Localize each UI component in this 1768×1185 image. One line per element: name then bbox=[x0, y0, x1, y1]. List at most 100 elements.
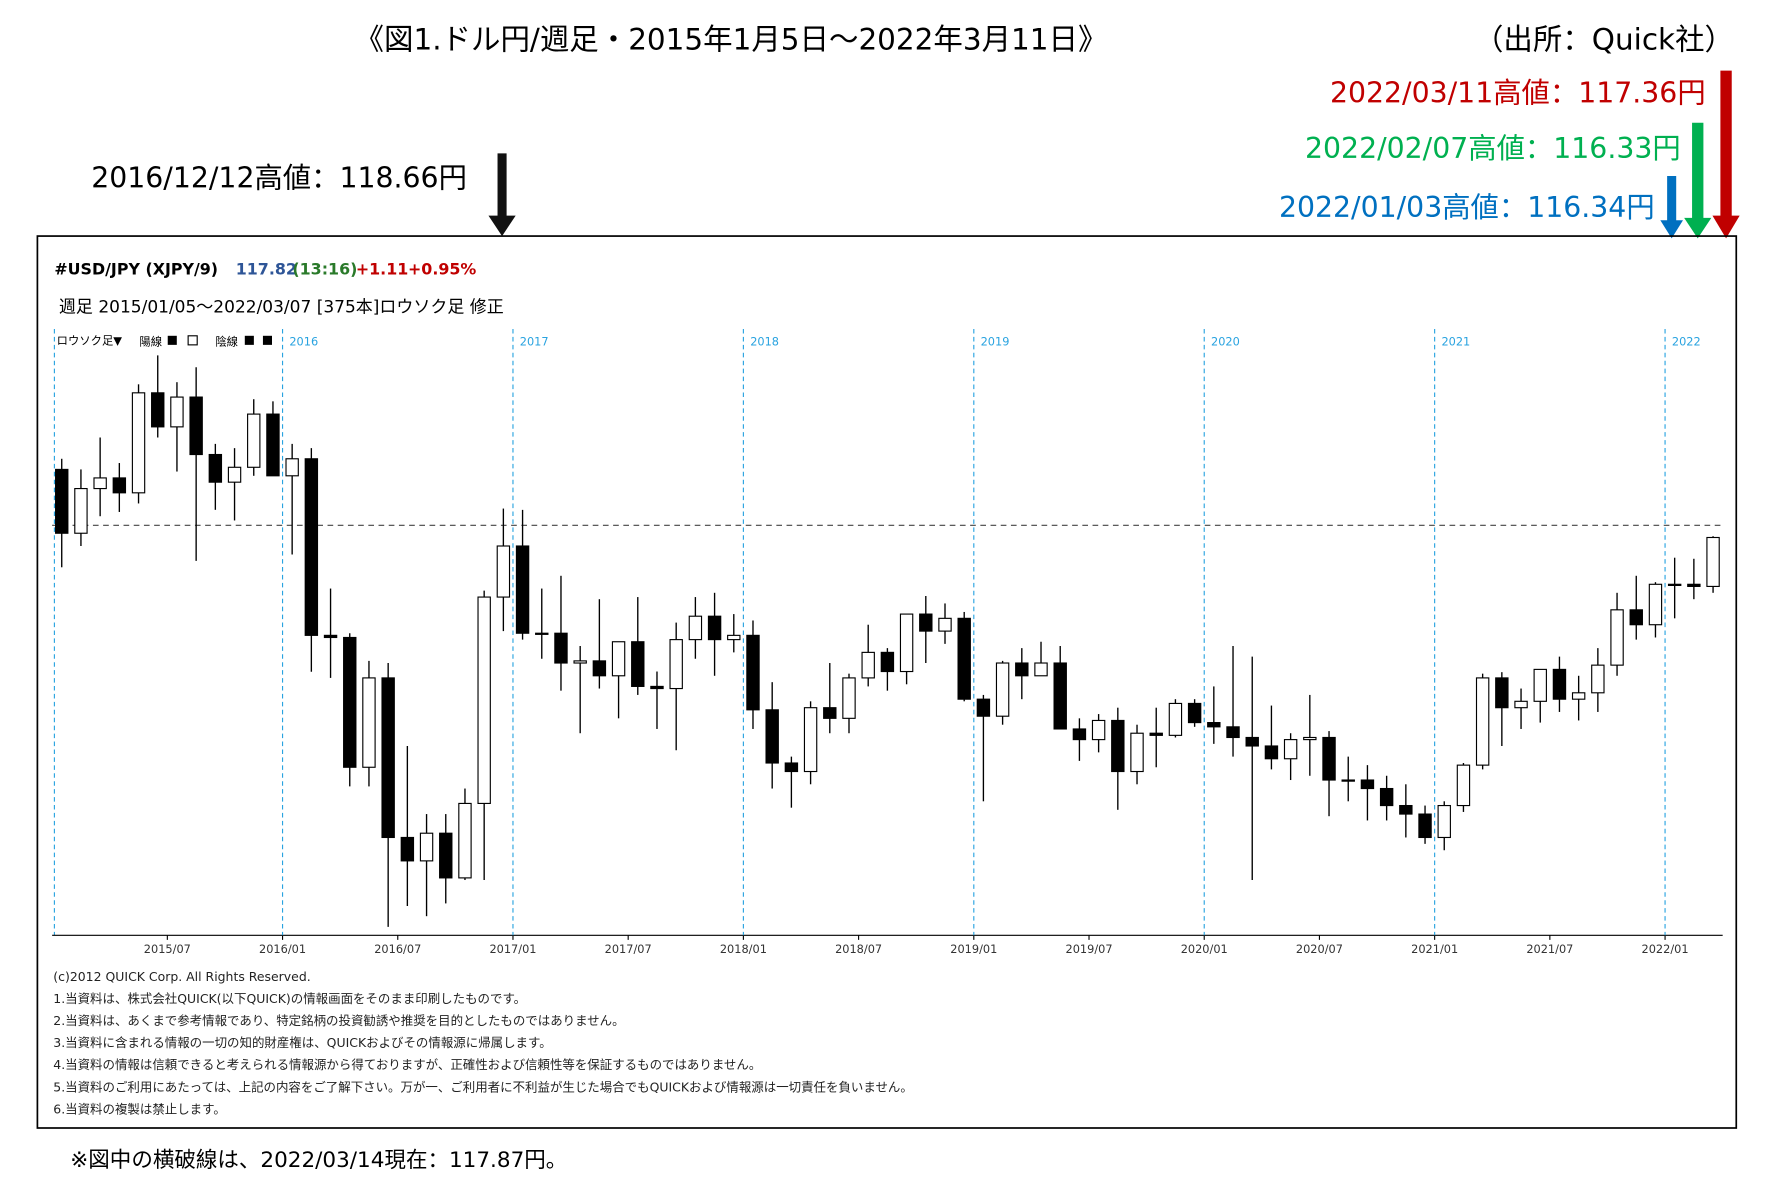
candle-body bbox=[400, 836, 415, 862]
candle-body bbox=[1456, 764, 1471, 807]
candle-body bbox=[208, 453, 223, 483]
candle-body bbox=[1130, 732, 1144, 773]
candle-body bbox=[842, 677, 856, 719]
candle-body bbox=[573, 660, 587, 664]
candle-body bbox=[1091, 719, 1106, 741]
candle-body bbox=[938, 617, 952, 632]
candle-body bbox=[343, 636, 357, 768]
candle-body bbox=[496, 545, 511, 598]
candle-body bbox=[631, 641, 645, 687]
candle-body bbox=[823, 707, 837, 719]
candle-body bbox=[1360, 779, 1375, 790]
x-tick-label: 2018/07 bbox=[835, 942, 882, 956]
candle-body bbox=[707, 615, 722, 641]
candle-body bbox=[861, 651, 875, 679]
candle-body bbox=[285, 458, 299, 477]
candle-body bbox=[112, 477, 127, 494]
last-price: 117.82 bbox=[236, 260, 297, 279]
legend-item: 陰線 bbox=[215, 335, 238, 349]
candle-body bbox=[880, 651, 895, 673]
candle-body bbox=[1207, 722, 1221, 728]
footer-line: 2.当資料は、あくまで参考情報であり、特定銘柄の投資勧誘や推奨を目的としたもので… bbox=[53, 1013, 624, 1028]
candle-body bbox=[957, 617, 971, 700]
footer-line: 4.当資料の情報は信頼できると考えられる情報源から得ておりますが、正確性および信… bbox=[53, 1057, 761, 1072]
x-tick-label: 2017/01 bbox=[489, 942, 536, 956]
year-label: 2021 bbox=[1441, 335, 1470, 349]
title: 《図1.ドル円/週足・2015年1月5日～2022年3月11日》 bbox=[355, 23, 1108, 57]
x-tick-label: 2022/01 bbox=[1642, 942, 1689, 956]
candle-body bbox=[458, 802, 472, 879]
legend-swatch bbox=[187, 335, 198, 346]
candle-body bbox=[1168, 702, 1183, 736]
candle-body bbox=[1475, 677, 1490, 766]
candle-body bbox=[1245, 736, 1259, 747]
candle-body bbox=[131, 392, 146, 494]
candle-body bbox=[1495, 677, 1509, 709]
candle-body bbox=[1552, 668, 1567, 700]
year-label: 2018 bbox=[750, 335, 779, 349]
candle-body bbox=[93, 477, 107, 490]
candle-body bbox=[1053, 662, 1067, 730]
arrow bbox=[1684, 122, 1712, 239]
candle-body bbox=[1591, 664, 1605, 694]
candle-body bbox=[1687, 583, 1701, 587]
candle-body bbox=[170, 396, 184, 428]
candle-body bbox=[74, 487, 88, 534]
candle-body bbox=[727, 634, 741, 641]
arrow bbox=[488, 153, 516, 237]
annotation: 2022/02/07高値：116.33円 bbox=[1305, 132, 1681, 165]
x-tick-label: 2015/07 bbox=[144, 942, 191, 956]
candle-body bbox=[189, 396, 203, 456]
x-tick-label: 2017/07 bbox=[605, 942, 652, 956]
year-label: 2020 bbox=[1211, 335, 1240, 349]
candle-body bbox=[1034, 662, 1048, 677]
candle-body bbox=[1322, 736, 1336, 781]
candle-body bbox=[976, 698, 991, 717]
candle-body bbox=[266, 413, 280, 477]
candle-body bbox=[803, 707, 818, 773]
candle-body bbox=[1629, 609, 1643, 626]
x-tick-label: 2021/01 bbox=[1411, 942, 1458, 956]
note: ※図中の横破線は、2022/03/14現在：117.87円。 bbox=[70, 1148, 567, 1173]
candle-body bbox=[477, 596, 491, 804]
candle-body bbox=[1610, 609, 1624, 666]
candle-body bbox=[55, 468, 69, 534]
x-tick-label: 2021/07 bbox=[1526, 942, 1573, 956]
candle-body bbox=[419, 832, 434, 862]
candle-body bbox=[899, 613, 914, 673]
candle-body bbox=[669, 639, 683, 690]
candle-body bbox=[765, 709, 779, 764]
legend-swatch bbox=[167, 335, 177, 345]
x-tick-label: 2016/01 bbox=[259, 942, 306, 956]
candle-body bbox=[554, 632, 568, 664]
candle-body bbox=[381, 677, 395, 839]
arrow bbox=[1660, 176, 1683, 239]
candle-body bbox=[611, 641, 626, 677]
candle-body bbox=[1418, 813, 1432, 839]
annotation: 2022/01/03高値：116.34円 bbox=[1279, 191, 1655, 224]
candle-body bbox=[1514, 700, 1528, 709]
candle-body bbox=[1437, 804, 1451, 839]
candle-body bbox=[1303, 736, 1317, 741]
subtitle: 週足 2015/01/05～2022/03/07 [375本]ロウソク足 修正 bbox=[59, 297, 504, 317]
candle-body bbox=[919, 613, 933, 632]
x-tick-label: 2019/07 bbox=[1065, 942, 1112, 956]
x-tick-label: 2018/01 bbox=[720, 942, 767, 956]
candle-body bbox=[1379, 787, 1394, 807]
candle-body bbox=[650, 685, 664, 690]
annotation: 2016/12/12高値：118.66円 bbox=[91, 161, 467, 194]
candle-body bbox=[1111, 719, 1125, 773]
legend-swatch bbox=[262, 335, 272, 345]
candle-body bbox=[247, 413, 261, 468]
x-tick-label: 2020/01 bbox=[1181, 942, 1228, 956]
candle-body bbox=[1187, 702, 1202, 724]
legend-swatch bbox=[244, 335, 254, 345]
candle-body bbox=[1283, 739, 1298, 760]
candle-body bbox=[592, 660, 607, 677]
candle-body bbox=[323, 634, 338, 639]
candle-body bbox=[1648, 583, 1663, 626]
footer-line: (c)2012 QUICK Corp. All Rights Reserved. bbox=[53, 969, 310, 984]
year-label: 2019 bbox=[981, 335, 1010, 349]
footer-line: 5.当資料のご利用にあたっては、上記の内容をご了解下さい。万が一、ご利用者に不利… bbox=[53, 1079, 913, 1094]
x-tick-label: 2016/07 bbox=[374, 942, 421, 956]
